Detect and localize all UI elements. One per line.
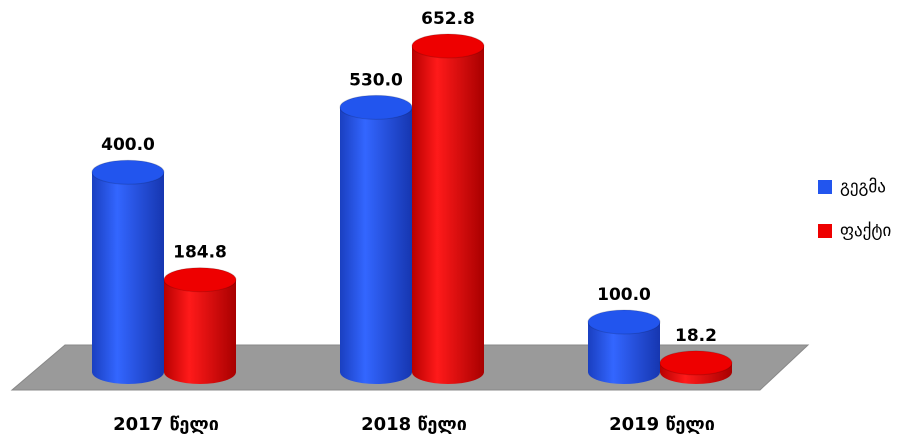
value-label: 400.0 [101, 135, 155, 155]
bar [659, 350, 733, 384]
legend-label: გეგმა [840, 177, 886, 197]
x-tick-label: 2018 წელი [361, 414, 467, 435]
x-tick-label: 2017 წელი [113, 414, 219, 435]
legend-swatch [818, 224, 832, 238]
cylinder-top [411, 33, 485, 59]
bar [91, 159, 165, 384]
value-label: 100.0 [597, 285, 651, 305]
cylinder-top [587, 309, 661, 335]
cylinder-body [164, 279, 236, 384]
legend-label: ფაქტი [840, 221, 891, 241]
cylinder-body [340, 107, 412, 384]
cylinder-body [588, 322, 660, 384]
bar [587, 309, 661, 384]
cylinder-body [412, 46, 484, 384]
x-tick-label: 2019 წელი [609, 414, 715, 435]
bar [411, 33, 485, 384]
value-label: 530.0 [349, 70, 403, 90]
cylinder-top [339, 94, 413, 120]
cylinder-top [91, 159, 165, 185]
cylinder-top [659, 350, 733, 376]
value-label: 18.2 [675, 326, 717, 346]
value-label: 184.8 [173, 243, 227, 263]
value-label: 652.8 [421, 9, 475, 29]
cylinder-body [92, 172, 164, 384]
cylinder-top [163, 267, 237, 293]
legend-swatch [818, 180, 832, 194]
bar [163, 267, 237, 384]
bar [339, 94, 413, 384]
